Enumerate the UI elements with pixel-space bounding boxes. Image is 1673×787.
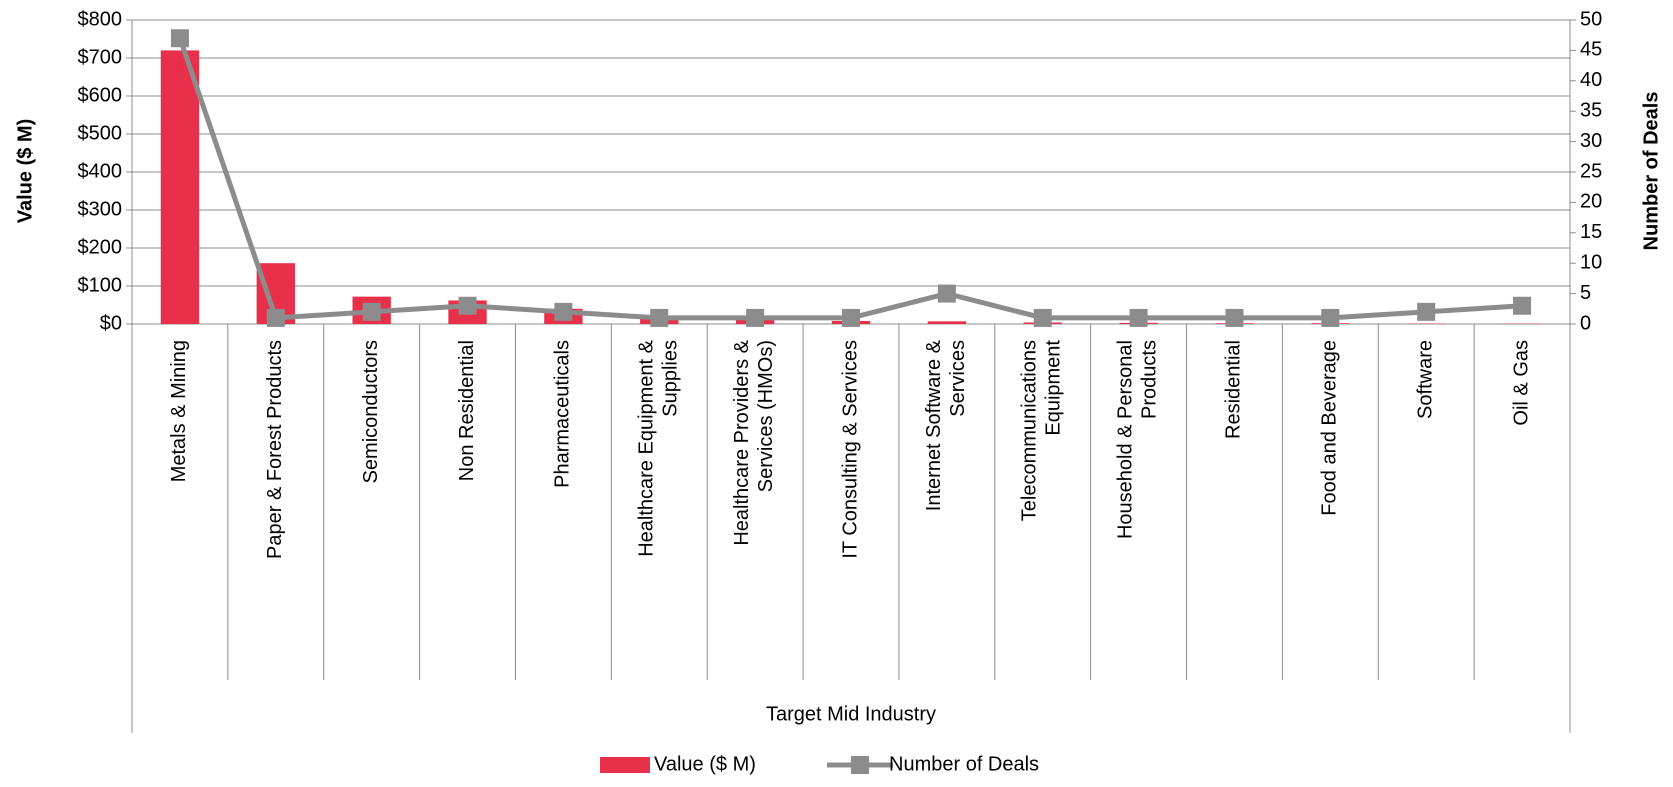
line-marker	[1417, 302, 1436, 321]
x-tick-label: Oil & Gas	[1510, 340, 1532, 426]
line-marker	[650, 308, 669, 327]
legend-label: Number of Deals	[889, 753, 1039, 775]
y2-tick-label: 20	[1580, 191, 1602, 213]
x-tick-label: Healthcare Equipment & Supplies	[636, 339, 682, 556]
y-axis-title: Value ($ M)	[14, 119, 36, 223]
legend-swatch	[600, 757, 650, 773]
line-marker	[1129, 308, 1148, 327]
x-tick-label: Metals & Mining	[168, 340, 190, 482]
y2-tick-label: 30	[1580, 130, 1602, 152]
y2-tick-label: 45	[1580, 39, 1602, 61]
y2-tick-label: 5	[1580, 282, 1591, 304]
y-tick-label: $500	[78, 122, 123, 144]
line-marker	[1513, 296, 1532, 315]
line-marker	[1033, 308, 1052, 327]
y2-tick-label: 0	[1580, 312, 1591, 334]
x-tick-label: Non Residential	[456, 340, 478, 481]
x-tick-label: Food and Beverage	[1319, 340, 1341, 516]
legend-label: Value ($ M)	[654, 753, 756, 775]
y-tick-label: $600	[78, 84, 123, 106]
line-marker	[1321, 308, 1340, 327]
y-tick-label: $0	[100, 312, 122, 334]
x-tick-label: Software	[1414, 340, 1436, 419]
line-marker	[937, 284, 956, 303]
y-tick-label: $700	[78, 46, 123, 68]
x-tick-label: IT Consulting & Services	[839, 340, 861, 559]
x-tick-label: Pharmaceuticals	[552, 340, 574, 488]
y2-axis-title: Number of Deals	[1640, 92, 1662, 251]
x-axis-title: Target Mid Industry	[766, 703, 936, 725]
y-tick-label: $300	[78, 198, 123, 220]
line-marker	[842, 308, 860, 327]
bar	[927, 321, 967, 324]
y-tick-label: $400	[78, 160, 123, 182]
line-marker	[170, 29, 189, 48]
legend-swatch	[851, 756, 869, 774]
x-tick-label: Residential	[1223, 340, 1245, 439]
y-tick-label: $800	[78, 8, 123, 30]
x-tick-label: Telecommunications Equipment	[1019, 340, 1065, 522]
x-tick-label: Household & Personal Products	[1115, 340, 1161, 539]
y-tick-label: $200	[78, 236, 123, 258]
y2-tick-label: 15	[1580, 221, 1602, 243]
y2-tick-label: 50	[1580, 8, 1602, 30]
line-marker	[554, 302, 573, 321]
x-tick-label: Internet Software & Services	[923, 339, 969, 511]
y2-tick-label: 35	[1580, 99, 1602, 121]
y2-tick-label: 40	[1580, 69, 1602, 91]
y2-tick-label: 10	[1580, 251, 1602, 273]
x-tick-label: Healthcare Providers & Services (HMOs)	[731, 339, 777, 545]
line-marker	[266, 308, 285, 327]
line-marker	[746, 308, 765, 327]
bar	[160, 50, 200, 325]
x-tick-label: Semiconductors	[360, 340, 382, 483]
x-tick-label: Paper & Forest Products	[264, 340, 286, 559]
line-marker	[458, 296, 477, 315]
line	[177, 37, 1523, 321]
line-marker	[362, 302, 381, 321]
y2-tick-label: 25	[1580, 160, 1602, 182]
line-marker	[1225, 308, 1244, 327]
y-tick-label: $100	[78, 274, 123, 296]
